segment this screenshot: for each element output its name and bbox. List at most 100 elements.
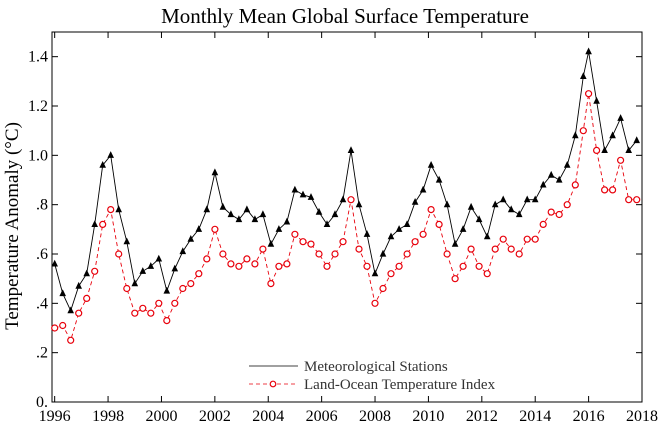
data-point-land-ocean xyxy=(443,250,451,258)
data-point-stations xyxy=(187,235,195,242)
data-point-stations xyxy=(355,200,363,208)
y-tick-label: .4 xyxy=(36,295,48,312)
data-point-land-ocean xyxy=(179,284,187,293)
data-point-land-ocean xyxy=(515,250,523,258)
y-tick-label: 1.4 xyxy=(28,49,48,66)
data-point-land-ocean xyxy=(291,230,299,238)
data-point-stations xyxy=(580,72,587,79)
series-line-land-ocean xyxy=(54,93,637,342)
data-point-stations xyxy=(91,220,98,227)
data-point-stations xyxy=(75,281,82,289)
data-point-land-ocean xyxy=(499,235,507,243)
data-point-land-ocean xyxy=(616,156,625,164)
data-point-stations xyxy=(211,168,219,176)
plot-frame xyxy=(51,31,643,403)
data-point-land-ocean xyxy=(67,336,75,344)
data-point-land-ocean xyxy=(99,220,107,228)
data-point-stations xyxy=(155,254,163,262)
data-point-land-ocean xyxy=(163,317,171,325)
data-point-stations xyxy=(523,195,531,203)
data-point-stations xyxy=(451,239,459,247)
data-point-stations xyxy=(299,190,307,198)
data-point-land-ocean xyxy=(339,238,347,246)
data-point-stations xyxy=(419,185,427,193)
data-point-stations xyxy=(411,198,419,205)
data-point-land-ocean xyxy=(547,208,555,216)
data-point-stations xyxy=(499,195,507,203)
y-tick-label: 0. xyxy=(36,394,48,411)
data-point-stations xyxy=(171,264,179,272)
data-point-land-ocean xyxy=(451,275,459,283)
data-point-land-ocean xyxy=(563,201,571,209)
data-point-land-ocean xyxy=(419,230,427,238)
data-point-stations xyxy=(609,131,616,139)
data-point-stations xyxy=(625,146,632,153)
data-point-stations xyxy=(507,205,515,213)
data-point-land-ocean xyxy=(211,225,219,233)
x-tick-label: 2004 xyxy=(252,408,284,424)
data-point-stations xyxy=(139,267,147,274)
data-point-land-ocean xyxy=(523,235,531,243)
data-point-stations xyxy=(585,47,592,55)
data-point-land-ocean xyxy=(195,270,203,278)
data-point-land-ocean xyxy=(259,245,267,253)
data-point-land-ocean xyxy=(299,238,307,246)
x-tick-label: 2006 xyxy=(306,408,338,424)
data-point-land-ocean xyxy=(251,260,259,268)
data-point-land-ocean xyxy=(203,255,211,263)
data-point-stations xyxy=(593,96,600,104)
data-point-land-ocean xyxy=(187,280,195,288)
data-point-stations xyxy=(572,131,579,139)
data-point-stations xyxy=(601,146,608,153)
data-point-stations xyxy=(107,151,114,158)
data-point-stations xyxy=(123,237,131,245)
x-tick-label: 2002 xyxy=(199,408,231,424)
data-point-land-ocean xyxy=(227,260,235,268)
data-point-land-ocean xyxy=(51,324,59,332)
data-point-stations xyxy=(99,161,106,168)
data-point-land-ocean xyxy=(155,299,163,307)
data-point-stations xyxy=(515,210,523,218)
data-point-land-ocean xyxy=(147,309,155,317)
data-point-stations xyxy=(633,136,640,144)
data-point-land-ocean xyxy=(403,250,411,258)
data-point-land-ocean xyxy=(584,90,593,98)
data-point-land-ocean xyxy=(435,220,443,228)
data-point-land-ocean xyxy=(219,250,227,258)
data-point-stations xyxy=(195,225,203,232)
data-point-land-ocean xyxy=(243,255,251,263)
data-point-stations xyxy=(427,161,435,168)
data-point-land-ocean xyxy=(363,262,371,270)
data-point-stations xyxy=(387,232,395,240)
data-point-land-ocean xyxy=(275,262,283,270)
data-point-stations xyxy=(83,269,90,277)
data-point-stations xyxy=(617,114,624,121)
data-point-stations xyxy=(563,161,571,168)
data-point-stations xyxy=(235,215,243,223)
data-point-land-ocean xyxy=(427,206,435,214)
data-point-stations xyxy=(323,220,331,227)
data-point-stations xyxy=(147,262,155,269)
data-point-stations xyxy=(219,202,227,210)
data-point-land-ocean xyxy=(387,270,395,278)
data-point-stations xyxy=(259,210,267,218)
data-point-land-ocean xyxy=(115,250,123,258)
x-axis: 1996 1998 2000 2002 2004 2006 2008 2010 2012 2014… xyxy=(39,32,658,424)
y-tick-label: 1.2 xyxy=(28,98,48,115)
data-point-land-ocean xyxy=(139,304,147,312)
data-point-stations xyxy=(403,220,411,227)
data-point-stations xyxy=(547,170,555,178)
data-point-stations xyxy=(243,205,251,213)
data-point-land-ocean xyxy=(579,127,587,135)
x-tick-label: 2018 xyxy=(626,408,658,424)
data-point-stations xyxy=(291,185,299,193)
data-point-stations xyxy=(379,249,387,257)
x-tick-label: 2000 xyxy=(145,408,177,424)
data-point-stations xyxy=(483,232,491,240)
data-point-land-ocean xyxy=(355,245,363,253)
y-tick-label: .8 xyxy=(36,197,48,214)
data-point-land-ocean xyxy=(131,309,139,317)
data-point-stations xyxy=(51,259,58,267)
data-point-land-ocean xyxy=(123,284,131,293)
